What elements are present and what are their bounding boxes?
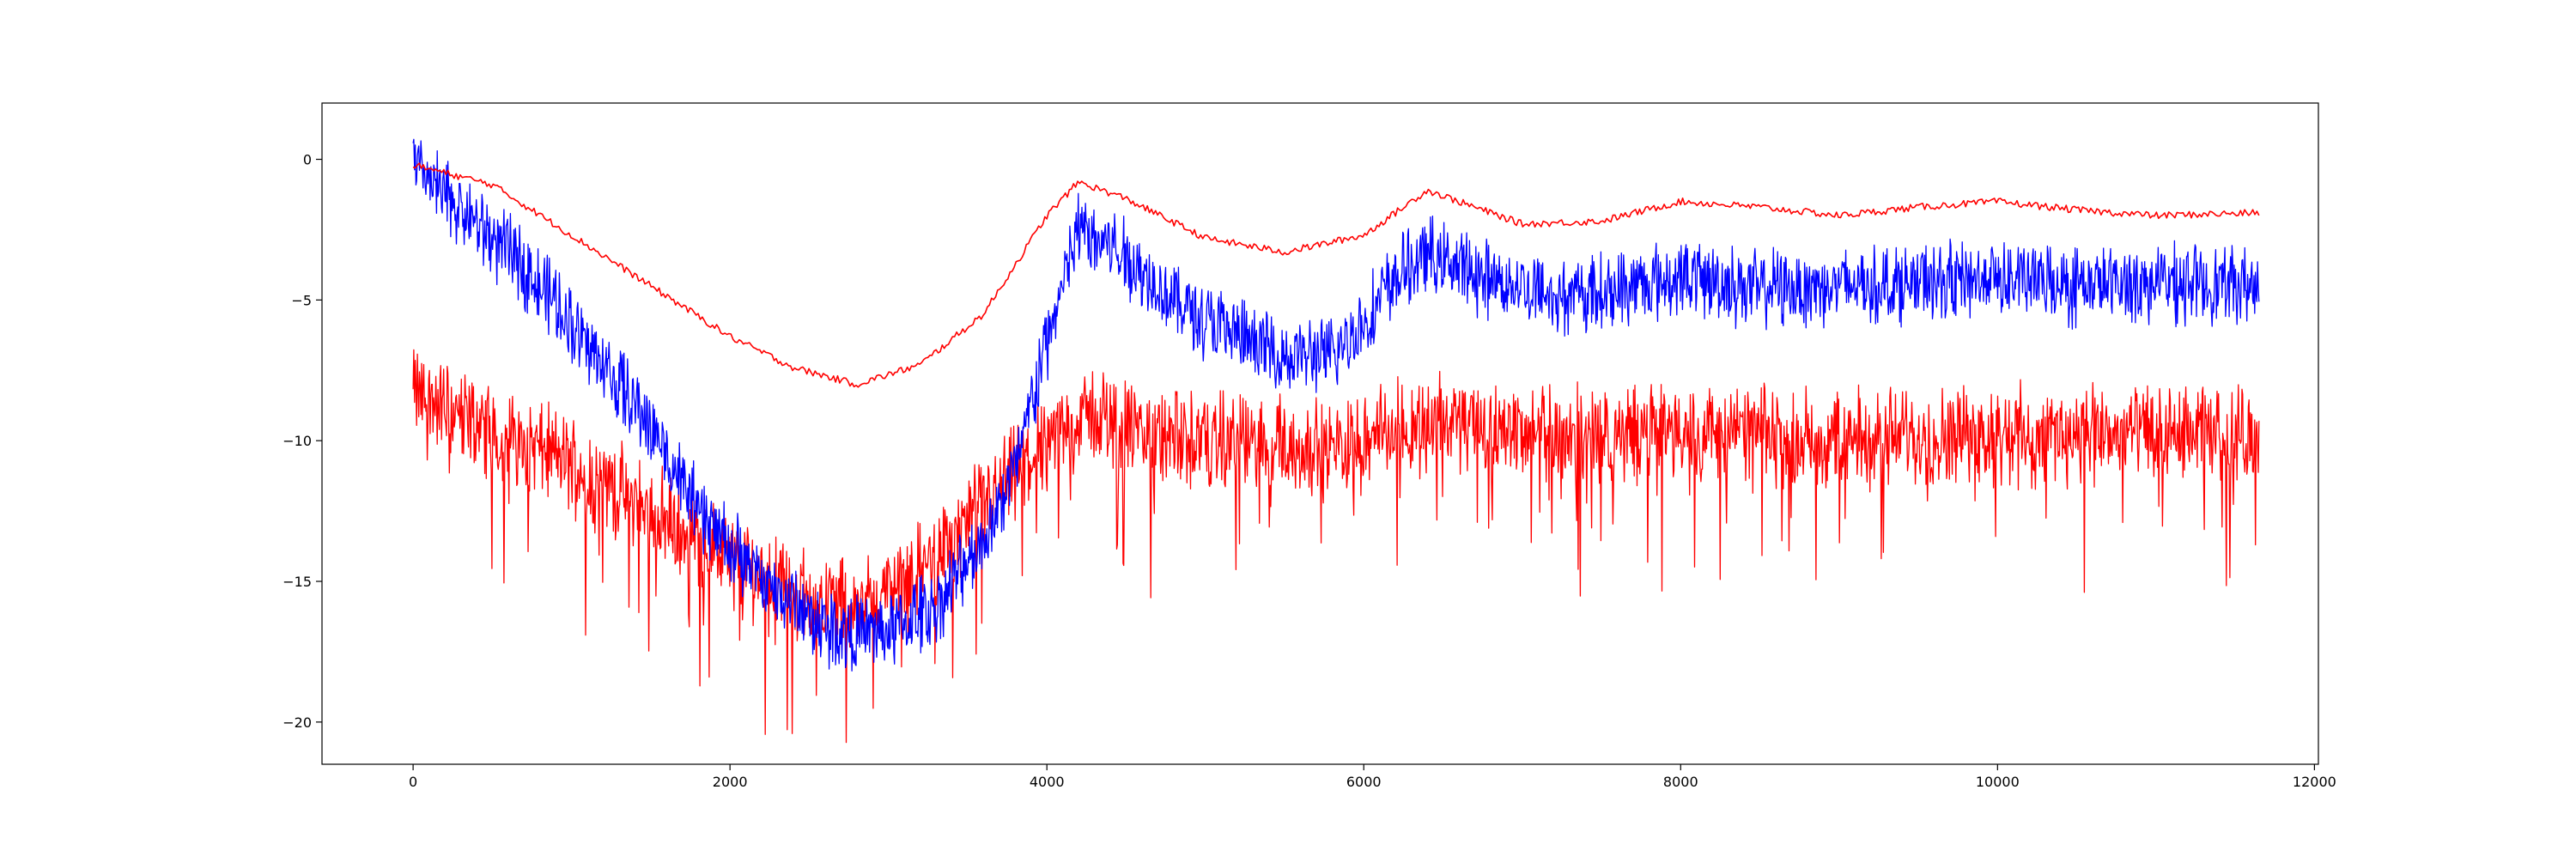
series-line-1 — [412, 138, 2260, 672]
series-line-2 — [412, 349, 2260, 744]
x-tick-label: 2000 — [713, 774, 748, 790]
y-axis: 0 −5 −10 −15 −20 — [283, 152, 322, 731]
x-axis: 0 2000 4000 6000 8000 10000 12000 — [409, 764, 2336, 790]
series-line-0 — [412, 162, 2260, 388]
y-tick-label: −15 — [283, 574, 312, 590]
x-tick-label: 10000 — [1976, 774, 2020, 790]
x-tick-label: 0 — [409, 774, 417, 790]
y-tick-label: 0 — [303, 152, 312, 168]
x-tick-label: 4000 — [1030, 774, 1065, 790]
x-tick-label: 6000 — [1346, 774, 1382, 790]
y-tick-label: −5 — [291, 292, 312, 308]
plot-area-frame — [321, 102, 2319, 765]
series-layer — [412, 138, 2260, 744]
x-tick-label: 12000 — [2293, 774, 2336, 790]
y-tick-label: −20 — [283, 714, 312, 731]
y-tick-label: −10 — [283, 433, 312, 449]
x-tick-label: 8000 — [1663, 774, 1698, 790]
